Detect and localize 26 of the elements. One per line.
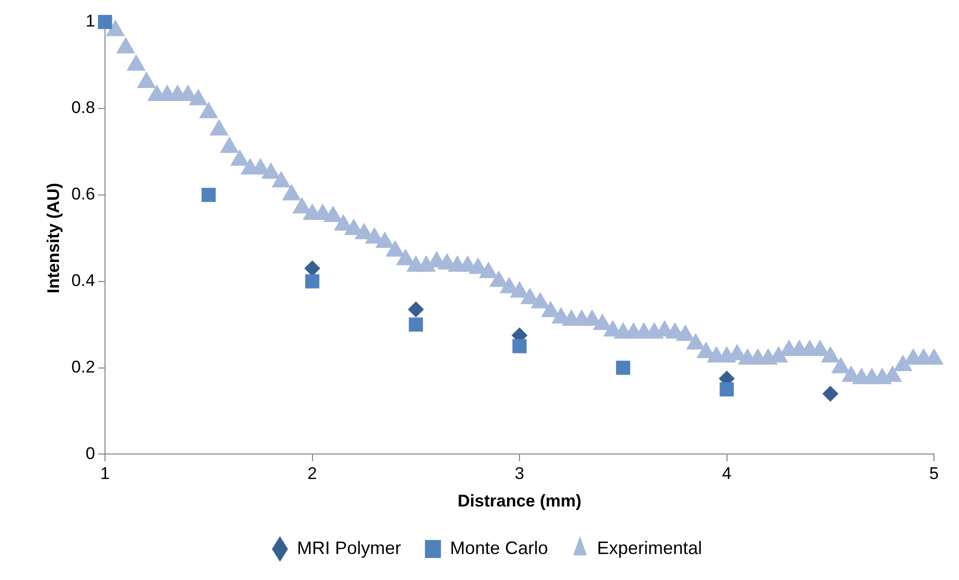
x-tick-label: 2: [308, 464, 318, 484]
point: [822, 386, 838, 402]
point: [616, 360, 630, 375]
point: [305, 274, 320, 288]
x-tick-label: 1: [100, 464, 110, 484]
legend-label: Monte Carlo: [450, 538, 548, 558]
point: [408, 301, 424, 318]
point: [98, 14, 112, 30]
y-tick-label: 0: [86, 444, 96, 463]
y-tick-label: 0.6: [71, 184, 96, 204]
x-tick-label: 3: [514, 464, 524, 484]
x-tick-label: 4: [722, 464, 732, 484]
y-tick-label: 0.8: [71, 98, 96, 118]
point: [202, 188, 216, 202]
legend-label: MRI Polymer: [296, 538, 401, 558]
y-tick-label: 0.4: [71, 271, 96, 290]
x-tick-label: 5: [929, 464, 939, 484]
y-tick-label: 1: [86, 12, 96, 31]
x-axis-title: Distrance (mm): [458, 491, 582, 510]
point: [720, 382, 734, 396]
y-tick-label: 0.2: [71, 357, 96, 376]
point: [304, 260, 320, 276]
point: [408, 317, 423, 332]
point: [512, 339, 527, 354]
y-axis-title: Intensity (AU): [44, 182, 63, 294]
legend-label: Experimental: [597, 538, 702, 558]
